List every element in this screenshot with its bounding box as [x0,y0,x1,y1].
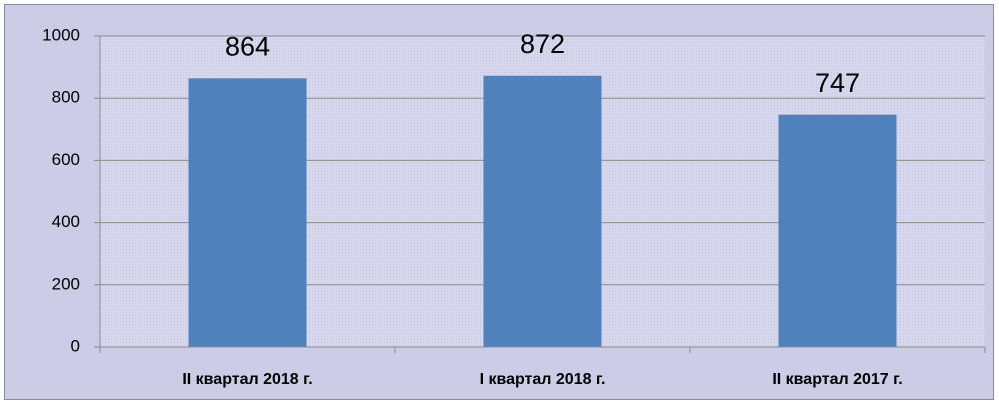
y-tick-label: 0 [71,336,80,355]
bar [778,114,897,347]
y-tick-label: 800 [52,88,80,107]
y-tick-label: 1000 [42,25,80,44]
y-tick-label: 400 [52,212,80,231]
x-tick-label: II квартал 2018 г. [182,371,312,388]
x-tick-label: II квартал 2017 г. [772,371,902,388]
bar [188,78,307,348]
x-tick-label: I квартал 2018 г. [480,371,606,388]
y-tick-label: 600 [52,150,80,169]
data-label: 864 [225,31,270,61]
data-label: 747 [815,68,860,98]
y-tick-label: 200 [52,274,80,293]
bar [483,75,602,348]
data-label: 872 [520,29,565,59]
